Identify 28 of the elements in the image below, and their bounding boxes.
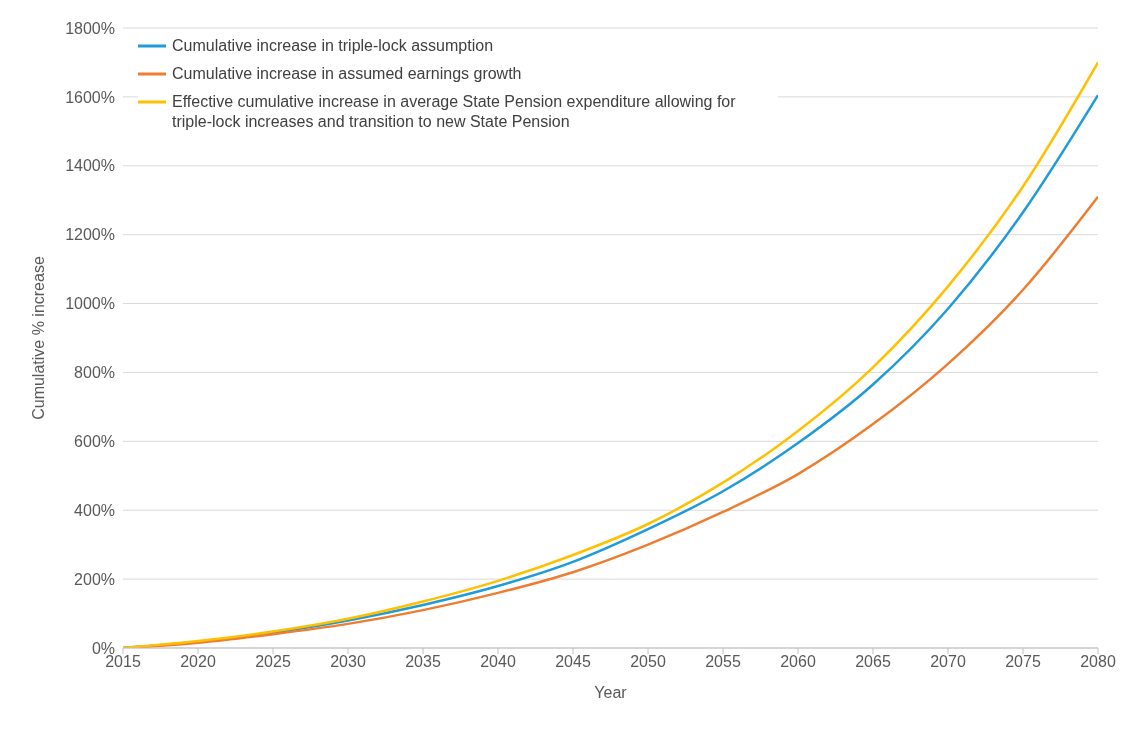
x-tick-label: 2040 xyxy=(480,653,516,671)
y-axis-title: Cumulative % increase xyxy=(29,256,47,420)
y-tick-label: 600% xyxy=(74,433,115,451)
legend-label: Cumulative increase in triple-lock assumption xyxy=(172,36,494,56)
x-tick-label: 2075 xyxy=(1005,653,1041,671)
y-tick-label: 400% xyxy=(74,501,115,519)
x-tick-label: 2050 xyxy=(630,653,666,671)
legend-label: Cumulative increase in assumed earnings growth xyxy=(172,64,522,84)
y-tick-label: 1600% xyxy=(65,88,115,106)
x-tick-label: 2035 xyxy=(405,653,441,671)
y-tick-label: 800% xyxy=(74,364,115,382)
x-axis-title: Year xyxy=(594,684,628,701)
x-tick-label: 2025 xyxy=(255,653,291,671)
legend-label: Effective cumulative increase in average State Pension expenditure allowing for triple-lock increases and transition to new State Pension xyxy=(172,92,737,132)
y-tick-label: 1000% xyxy=(65,295,115,313)
x-tick-label: 2045 xyxy=(555,653,591,671)
x-tick-label: 2060 xyxy=(780,653,816,671)
x-tick-label: 2080 xyxy=(1080,653,1116,671)
y-tick-label: 1200% xyxy=(65,226,115,244)
x-tick-label: 2055 xyxy=(705,653,741,671)
x-tick-label: 2065 xyxy=(855,653,891,671)
x-tick-label: 2070 xyxy=(930,653,966,671)
x-tick-label: 2020 xyxy=(180,653,216,671)
y-tick-label: 1800% xyxy=(65,19,115,37)
y-tick-label: 200% xyxy=(74,570,115,588)
x-tick-label: 2015 xyxy=(105,653,141,671)
x-tick-label: 2030 xyxy=(330,653,366,671)
y-tick-label: 1400% xyxy=(65,157,115,175)
